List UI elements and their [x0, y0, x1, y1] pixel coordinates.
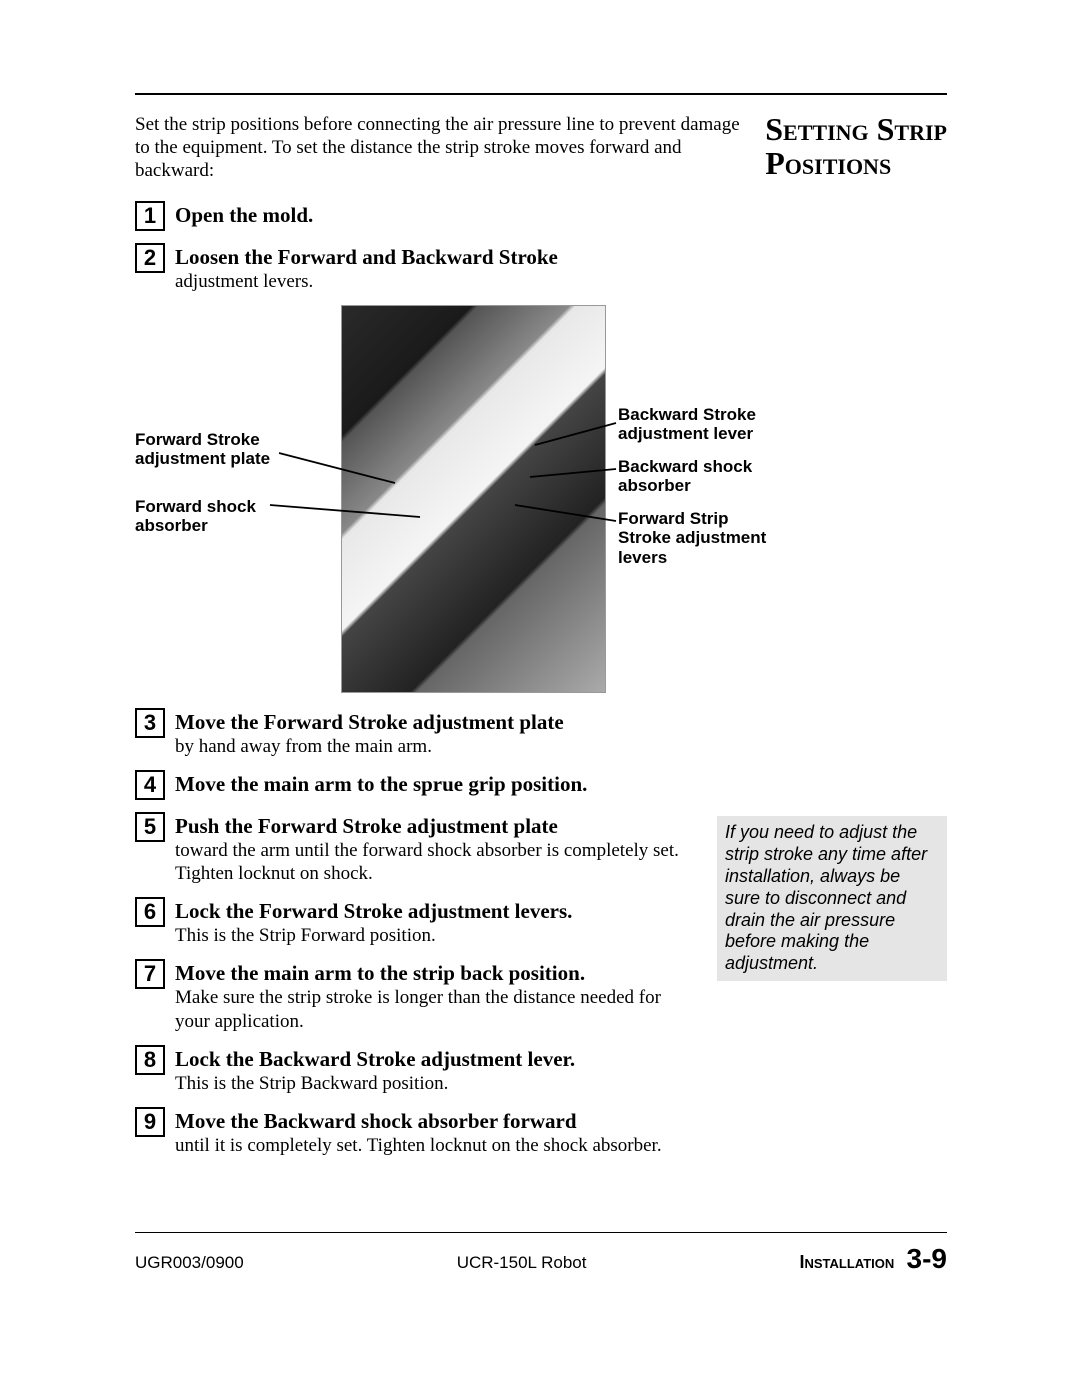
- section-title: Setting Strip Positions: [765, 113, 947, 180]
- step-content: Move the main arm to the strip back posi…: [175, 959, 695, 1032]
- footer: UGR003/0900 UCR-150L Robot Installation …: [135, 1232, 947, 1275]
- step-title: Open the mold.: [175, 203, 313, 227]
- machine-photo: [341, 305, 606, 693]
- step-content: Lock the Backward Stroke adjustment leve…: [175, 1045, 695, 1095]
- rule-bottom: [135, 1232, 947, 1233]
- sidebar-note: If you need to adjust the strip stroke a…: [717, 816, 947, 982]
- step-content: Move the Backward shock absorber forward…: [175, 1107, 695, 1157]
- callout-label: Forward Stroke adjustment plate: [135, 430, 270, 469]
- step-content: Move the main arm to the sprue grip posi…: [175, 770, 695, 797]
- step-title: Move the Backward shock absorber forward: [175, 1109, 577, 1133]
- step-number-box: 2: [135, 243, 165, 273]
- step-content: Open the mold.: [175, 201, 945, 228]
- step: 7 Move the main arm to the strip back pos…: [135, 959, 695, 1032]
- step-number-box: 9: [135, 1107, 165, 1137]
- footer-row: UGR003/0900 UCR-150L Robot Installation …: [135, 1243, 947, 1275]
- step: 4 Move the main arm to the sprue grip pos…: [135, 770, 695, 800]
- step-desc: until it is completely set. Tighten lock…: [175, 1134, 695, 1157]
- footer-product: UCR-150L Robot: [457, 1253, 587, 1273]
- step-title: Loosen the Forward and Backward Stroke: [175, 245, 558, 269]
- rule-top: [135, 93, 947, 95]
- step-desc: Make sure the strip stroke is longer tha…: [175, 986, 695, 1032]
- step: 1 Open the mold.: [135, 201, 947, 231]
- step-content: Lock the Forward Stroke adjustment lever…: [175, 897, 695, 947]
- step: 9 Move the Backward shock absorber forwar…: [135, 1107, 695, 1157]
- callout-label: Forward Strip Stroke adjustment levers: [618, 509, 766, 568]
- footer-doc-id: UGR003/0900: [135, 1253, 244, 1273]
- callout-label: Forward shock absorber: [135, 497, 256, 536]
- step-content: Push the Forward Stroke adjustment plate…: [175, 812, 695, 885]
- intro-row: Set the strip positions before connectin…: [135, 113, 947, 183]
- step: 6 Lock the Forward Stroke adjustment leve…: [135, 897, 695, 947]
- step-title: Move the main arm to the strip back posi…: [175, 961, 585, 985]
- step-desc: This is the Strip Backward position.: [175, 1072, 695, 1095]
- page-content: Set the strip positions before connectin…: [135, 93, 947, 1169]
- step-content: Loosen the Forward and Backward Strokead…: [175, 243, 945, 293]
- step-desc: toward the arm until the forward shock a…: [175, 839, 695, 885]
- step-title: Move the main arm to the sprue grip posi…: [175, 772, 587, 796]
- step-number-box: 7: [135, 959, 165, 989]
- step-title: Move the Forward Stroke adjustment plate: [175, 710, 564, 734]
- step-desc: This is the Strip Forward position.: [175, 924, 695, 947]
- step-number-box: 1: [135, 201, 165, 231]
- steps-bottom: 3 Move the Forward Stroke adjustment plat…: [135, 708, 695, 1157]
- callout-label: Backward Stroke adjustment lever: [618, 405, 756, 444]
- lower-section: 3 Move the Forward Stroke adjustment plat…: [135, 708, 947, 1157]
- step-desc: adjustment levers.: [175, 270, 945, 293]
- steps-top: 1 Open the mold. 2 Loosen the Forward and B…: [135, 201, 947, 293]
- footer-page: Installation 3-9: [799, 1243, 947, 1275]
- step-title: Lock the Forward Stroke adjustment lever…: [175, 899, 572, 923]
- step-title: Push the Forward Stroke adjustment plate: [175, 814, 558, 838]
- step-title: Lock the Backward Stroke adjustment leve…: [175, 1047, 575, 1071]
- step-content: Move the Forward Stroke adjustment plate…: [175, 708, 695, 758]
- step-number-box: 3: [135, 708, 165, 738]
- step: 5 Push the Forward Stroke adjustment plat…: [135, 812, 695, 885]
- footer-section-name: Installation: [799, 1252, 894, 1272]
- step-number-box: 4: [135, 770, 165, 800]
- step: 8 Lock the Backward Stroke adjustment lev…: [135, 1045, 695, 1095]
- step-number-box: 5: [135, 812, 165, 842]
- figure: Forward Stroke adjustment plate Forward s…: [135, 305, 947, 700]
- step: 2 Loosen the Forward and Backward Strokea…: [135, 243, 947, 293]
- step: 3 Move the Forward Stroke adjustment plat…: [135, 708, 695, 758]
- step-number-box: 8: [135, 1045, 165, 1075]
- footer-page-number: 3-9: [907, 1243, 947, 1274]
- step-number-box: 6: [135, 897, 165, 927]
- intro-text: Set the strip positions before connectin…: [135, 113, 741, 183]
- step-desc: by hand away from the main arm.: [175, 735, 695, 758]
- callout-label: Backward shock absorber: [618, 457, 752, 496]
